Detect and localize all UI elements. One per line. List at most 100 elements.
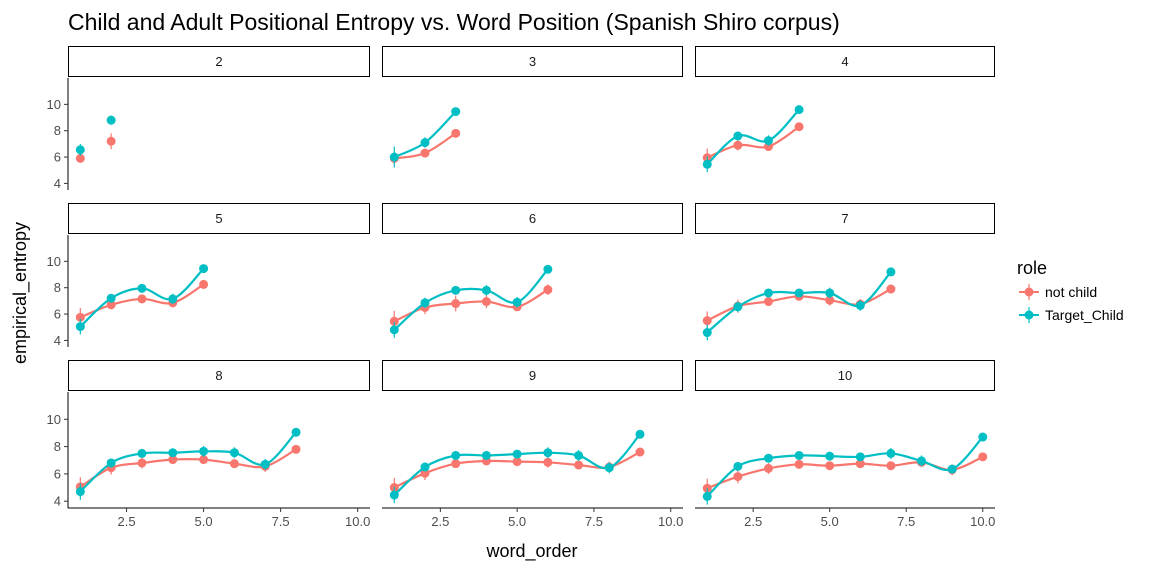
- data-point-target-child: [512, 449, 522, 459]
- data-point-not-child: [199, 455, 209, 465]
- legend: role not child Target_Child: [1017, 258, 1124, 323]
- data-point-target-child: [512, 297, 522, 307]
- data-point-not-child: [635, 447, 645, 457]
- legend-entry-target-child: Target_Child: [1019, 307, 1124, 323]
- data-point-target-child: [451, 107, 461, 117]
- data-point-not-child: [75, 153, 85, 163]
- data-point-target-child: [199, 446, 209, 456]
- y-tick-label: 10: [47, 412, 61, 427]
- data-point-not-child: [886, 284, 896, 294]
- data-point-target-child: [168, 294, 178, 304]
- data-point-not-child: [106, 300, 116, 310]
- data-point-not-child: [825, 461, 835, 471]
- data-point-not-child: [702, 316, 712, 326]
- series-line-target-child: [706, 436, 984, 498]
- data-point-not-child: [291, 444, 301, 454]
- facet-strip: [382, 360, 683, 391]
- data-point-target-child: [389, 325, 399, 335]
- facet-panel-5: 5 4 6 8 10: [47, 203, 370, 348]
- data-point-target-child: [763, 136, 773, 146]
- data-point-target-child: [543, 264, 553, 274]
- data-point-target-child: [451, 285, 461, 295]
- facet-strip: [695, 46, 995, 77]
- data-point-not-child: [451, 128, 461, 138]
- facet-strip-label: 8: [215, 368, 222, 383]
- x-tick-label: 5.0: [821, 514, 839, 529]
- facet-strip-label: 4: [841, 54, 848, 69]
- series-line-target-child: [706, 108, 800, 166]
- data-point-not-child: [229, 459, 239, 469]
- data-point-not-child: [855, 459, 865, 469]
- data-point-target-child: [733, 461, 743, 471]
- x-tick-label: 5.0: [195, 514, 213, 529]
- x-tick-label: 7.5: [897, 514, 915, 529]
- data-point-not-child: [481, 297, 491, 307]
- y-tick-label: 10: [47, 97, 61, 112]
- facet-strip-label: 9: [529, 368, 536, 383]
- data-point-target-child: [75, 322, 85, 332]
- data-point-target-child: [291, 427, 301, 437]
- data-point-target-child: [794, 105, 804, 115]
- data-point-target-child: [106, 293, 116, 303]
- data-point-target-child: [604, 463, 614, 473]
- facet-panel-2: 2 4 6 8 10: [47, 46, 370, 191]
- data-point-not-child: [825, 295, 835, 305]
- data-point-not-child: [451, 459, 461, 469]
- data-point-target-child: [702, 491, 712, 501]
- data-point-not-child: [763, 297, 773, 307]
- legend-key-point: [1024, 310, 1034, 320]
- chart-title: Child and Adult Positional Entropy vs. W…: [68, 9, 840, 35]
- x-tick-label: 7.5: [585, 514, 603, 529]
- y-tick-label: 6: [54, 466, 61, 481]
- x-tick-label: 5.0: [508, 514, 526, 529]
- facet-panel-10: 10 2.5 5.0 7.5 10.0: [695, 360, 995, 529]
- data-point-target-child: [855, 300, 865, 310]
- data-point-target-child: [917, 456, 927, 466]
- data-point-target-child: [481, 285, 491, 295]
- y-tick-label: 6: [54, 150, 61, 165]
- x-tick-label: 2.5: [744, 514, 762, 529]
- facet-strip-label: 5: [215, 211, 222, 226]
- data-point-not-child: [389, 316, 399, 326]
- data-point-target-child: [481, 450, 491, 460]
- x-tick-label: 10.0: [345, 514, 370, 529]
- data-point-target-child: [886, 448, 896, 458]
- data-point-target-child: [886, 267, 896, 277]
- data-point-not-child: [75, 312, 85, 322]
- data-point-not-child: [763, 463, 773, 473]
- data-point-target-child: [137, 283, 147, 293]
- data-point-target-child: [420, 138, 430, 148]
- facet-strip-label: 7: [841, 211, 848, 226]
- facet-strip-label: 6: [529, 211, 536, 226]
- facet-strip: [68, 360, 370, 391]
- data-point-target-child: [75, 145, 85, 155]
- data-point-not-child: [168, 455, 178, 465]
- data-point-target-child: [794, 288, 804, 298]
- data-point-target-child: [763, 288, 773, 298]
- data-point-not-child: [733, 472, 743, 482]
- x-tick-label: 2.5: [118, 514, 136, 529]
- facet-panel-4: 4: [695, 46, 995, 173]
- data-point-target-child: [825, 288, 835, 298]
- data-point-target-child: [543, 448, 553, 458]
- data-point-not-child: [574, 460, 584, 470]
- data-point-target-child: [574, 450, 584, 460]
- legend-key-point: [1024, 287, 1034, 297]
- facet-strip: [382, 203, 683, 234]
- data-point-not-child: [137, 294, 147, 304]
- facet-strip: [68, 203, 370, 234]
- data-point-target-child: [855, 452, 865, 462]
- data-point-not-child: [199, 279, 209, 289]
- data-point-target-child: [199, 264, 209, 274]
- facet-panel-6: 6: [382, 203, 683, 338]
- data-point-target-child: [451, 450, 461, 460]
- y-tick-label: 4: [54, 333, 61, 348]
- data-point-not-child: [978, 452, 988, 462]
- x-tick-label: 10.0: [970, 514, 995, 529]
- y-tick-label: 10: [47, 254, 61, 269]
- data-point-target-child: [168, 448, 178, 458]
- y-tick-label: 8: [54, 439, 61, 454]
- facet-panel-9: 9 2.5 5.0 7.5 10.0: [382, 360, 683, 529]
- x-tick-label: 10.0: [658, 514, 683, 529]
